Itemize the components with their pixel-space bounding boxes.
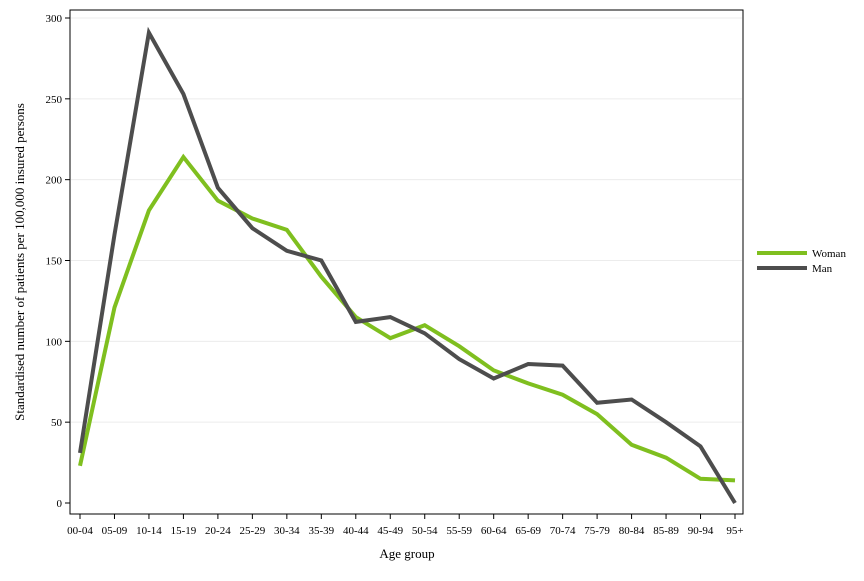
y-tick-label-100: 100 <box>46 336 63 348</box>
x-tick-label-20-24: 20-24 <box>205 525 231 537</box>
x-tick-label-90-94: 90-94 <box>688 525 714 537</box>
x-tick-label-95+: 95+ <box>726 525 743 537</box>
x-axis-title: Age group <box>379 546 434 561</box>
x-tick-label-35-39: 35-39 <box>308 525 334 537</box>
x-tick-label-75-79: 75-79 <box>584 525 610 537</box>
x-tick-label-85-89: 85-89 <box>653 525 679 537</box>
x-tick-label-60-64: 60-64 <box>481 525 507 537</box>
x-tick-label-50-54: 50-54 <box>412 525 438 537</box>
x-tick-label-25-29: 25-29 <box>240 525 266 537</box>
x-tick-label-30-34: 30-34 <box>274 525 300 537</box>
x-tick-label-40-44: 40-44 <box>343 525 369 537</box>
legend-label-woman: Woman <box>812 248 846 260</box>
x-tick-label-45-49: 45-49 <box>377 525 403 537</box>
x-tick-label-15-19: 15-19 <box>171 525 197 537</box>
x-tick-label-00-04: 00-04 <box>67 525 93 537</box>
y-tick-label-50: 50 <box>51 417 63 429</box>
y-tick-label-300: 300 <box>46 13 63 25</box>
x-tick-label-65-69: 65-69 <box>515 525 541 537</box>
y-tick-label-0: 0 <box>57 498 63 510</box>
x-tick-label-80-84: 80-84 <box>619 525 645 537</box>
x-tick-label-70-74: 70-74 <box>550 525 576 537</box>
x-tick-label-55-59: 55-59 <box>446 525 472 537</box>
y-tick-label-150: 150 <box>46 256 63 268</box>
y-axis-title: Standardised number of patients per 100,… <box>12 103 27 421</box>
x-tick-label-10-14: 10-14 <box>136 525 162 537</box>
legend-label-man: Man <box>812 263 833 275</box>
x-tick-label-05-09: 05-09 <box>102 525 128 537</box>
y-tick-label-200: 200 <box>46 175 63 187</box>
y-tick-label-250: 250 <box>46 94 63 106</box>
